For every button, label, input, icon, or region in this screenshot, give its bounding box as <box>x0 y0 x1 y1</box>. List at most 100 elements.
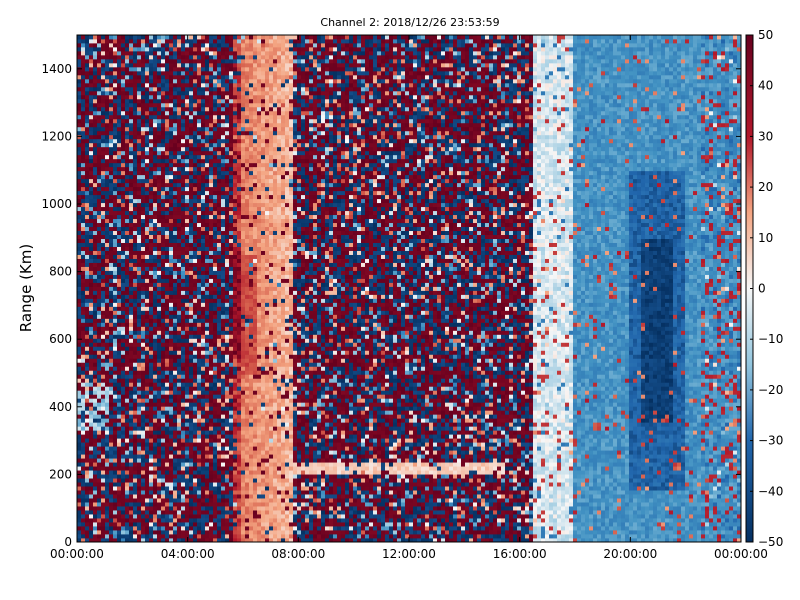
heatmap-cell <box>161 230 166 235</box>
heatmap-cell <box>221 94 226 100</box>
heatmap-cell <box>121 282 126 287</box>
heatmap-cell <box>105 206 110 212</box>
heatmap-cell <box>85 262 90 267</box>
heatmap-cell <box>117 234 122 239</box>
heatmap-cell <box>125 482 130 487</box>
heatmap-cell <box>141 370 146 375</box>
heatmap-cell <box>121 38 126 44</box>
heatmap-cell <box>133 462 138 467</box>
heatmap-cell <box>97 338 102 343</box>
heatmap-cell <box>181 218 186 224</box>
heatmap-cell <box>221 282 226 287</box>
heatmap-cell <box>133 506 138 511</box>
heatmap-cell <box>189 270 194 275</box>
heatmap-cell <box>205 466 210 471</box>
heatmap-cell <box>105 254 110 259</box>
heatmap-cell <box>85 170 90 176</box>
heatmap-cell <box>209 406 214 411</box>
heatmap-cell <box>77 522 82 527</box>
heatmap-cell <box>81 514 86 519</box>
heatmap-cell <box>93 46 98 52</box>
heatmap-cell <box>225 114 230 120</box>
heatmap-cell <box>201 122 206 128</box>
heatmap-cell <box>169 138 174 144</box>
heatmap-cell <box>193 510 198 515</box>
heatmap-cell <box>113 538 118 543</box>
heatmap-cell <box>129 278 134 283</box>
heatmap-cell <box>93 286 98 291</box>
heatmap-cell <box>117 306 122 311</box>
heatmap-cell <box>225 174 230 180</box>
heatmap-cell <box>217 418 222 423</box>
heatmap-cell <box>153 426 158 431</box>
heatmap-cell <box>217 366 222 371</box>
heatmap-cell <box>161 118 166 124</box>
heatmap-cell <box>157 218 162 224</box>
heatmap-cell <box>141 198 146 204</box>
heatmap-cell <box>129 42 134 48</box>
heatmap-cell <box>137 498 142 503</box>
heatmap-cell <box>101 238 106 243</box>
heatmap-cell <box>233 450 238 455</box>
heatmap-cell <box>101 210 106 216</box>
heatmap-cell <box>189 466 194 471</box>
heatmap-cell <box>113 438 118 443</box>
heatmap-cell <box>193 386 198 391</box>
heatmap-cell <box>89 334 94 339</box>
heatmap-cell <box>109 142 114 148</box>
heatmap-cell <box>209 178 214 184</box>
heatmap-cell <box>77 114 82 120</box>
heatmap-cell <box>197 266 202 271</box>
heatmap-cell <box>189 290 194 295</box>
heatmap-cell <box>205 166 210 172</box>
heatmap-cell <box>173 126 178 132</box>
heatmap-cell <box>169 530 174 535</box>
heatmap-cell <box>77 382 82 387</box>
heatmap-cell <box>157 502 162 507</box>
heatmap-cell <box>121 306 126 311</box>
heatmap-cell <box>85 142 90 148</box>
heatmap-cell <box>165 106 170 112</box>
heatmap-cell <box>205 414 210 419</box>
heatmap-cell <box>229 318 234 323</box>
heatmap-cell <box>113 278 118 283</box>
heatmap-cell <box>221 90 226 96</box>
heatmap-cell <box>233 490 238 495</box>
heatmap-cell <box>185 58 190 64</box>
heatmap-cell <box>161 58 166 64</box>
heatmap-cell <box>85 386 90 391</box>
heatmap-cell <box>153 290 158 295</box>
heatmap-cell <box>201 110 206 116</box>
heatmap-cell <box>233 418 238 423</box>
heatmap-cell <box>77 214 82 220</box>
heatmap-cell <box>97 510 102 515</box>
heatmap-cell <box>97 422 102 427</box>
heatmap-cell <box>169 398 174 403</box>
heatmap-cell <box>77 506 82 511</box>
heatmap-cell <box>133 234 138 239</box>
heatmap-cell <box>161 66 166 72</box>
heatmap-cell <box>197 378 202 383</box>
heatmap-cell <box>193 438 198 443</box>
heatmap-cell <box>177 406 182 411</box>
heatmap-cell <box>173 390 178 395</box>
heatmap-cell <box>169 426 174 431</box>
heatmap-cell <box>129 362 134 367</box>
heatmap-cell <box>141 130 146 136</box>
heatmap-cell <box>225 534 230 539</box>
heatmap-cell <box>125 530 130 535</box>
heatmap-cell <box>97 354 102 359</box>
heatmap-cell <box>161 310 166 315</box>
heatmap-cell <box>121 538 126 543</box>
heatmap-cell <box>101 466 106 471</box>
heatmap-cell <box>109 386 114 391</box>
heatmap-cell <box>189 190 194 196</box>
heatmap-cell <box>213 510 218 515</box>
heatmap-cell <box>205 382 210 387</box>
heatmap-cell <box>97 146 102 152</box>
heatmap-cell <box>169 286 174 291</box>
heatmap-cell <box>145 426 150 431</box>
heatmap-cell <box>109 42 114 48</box>
heatmap-cell <box>209 54 214 60</box>
heatmap-cell <box>77 154 82 160</box>
